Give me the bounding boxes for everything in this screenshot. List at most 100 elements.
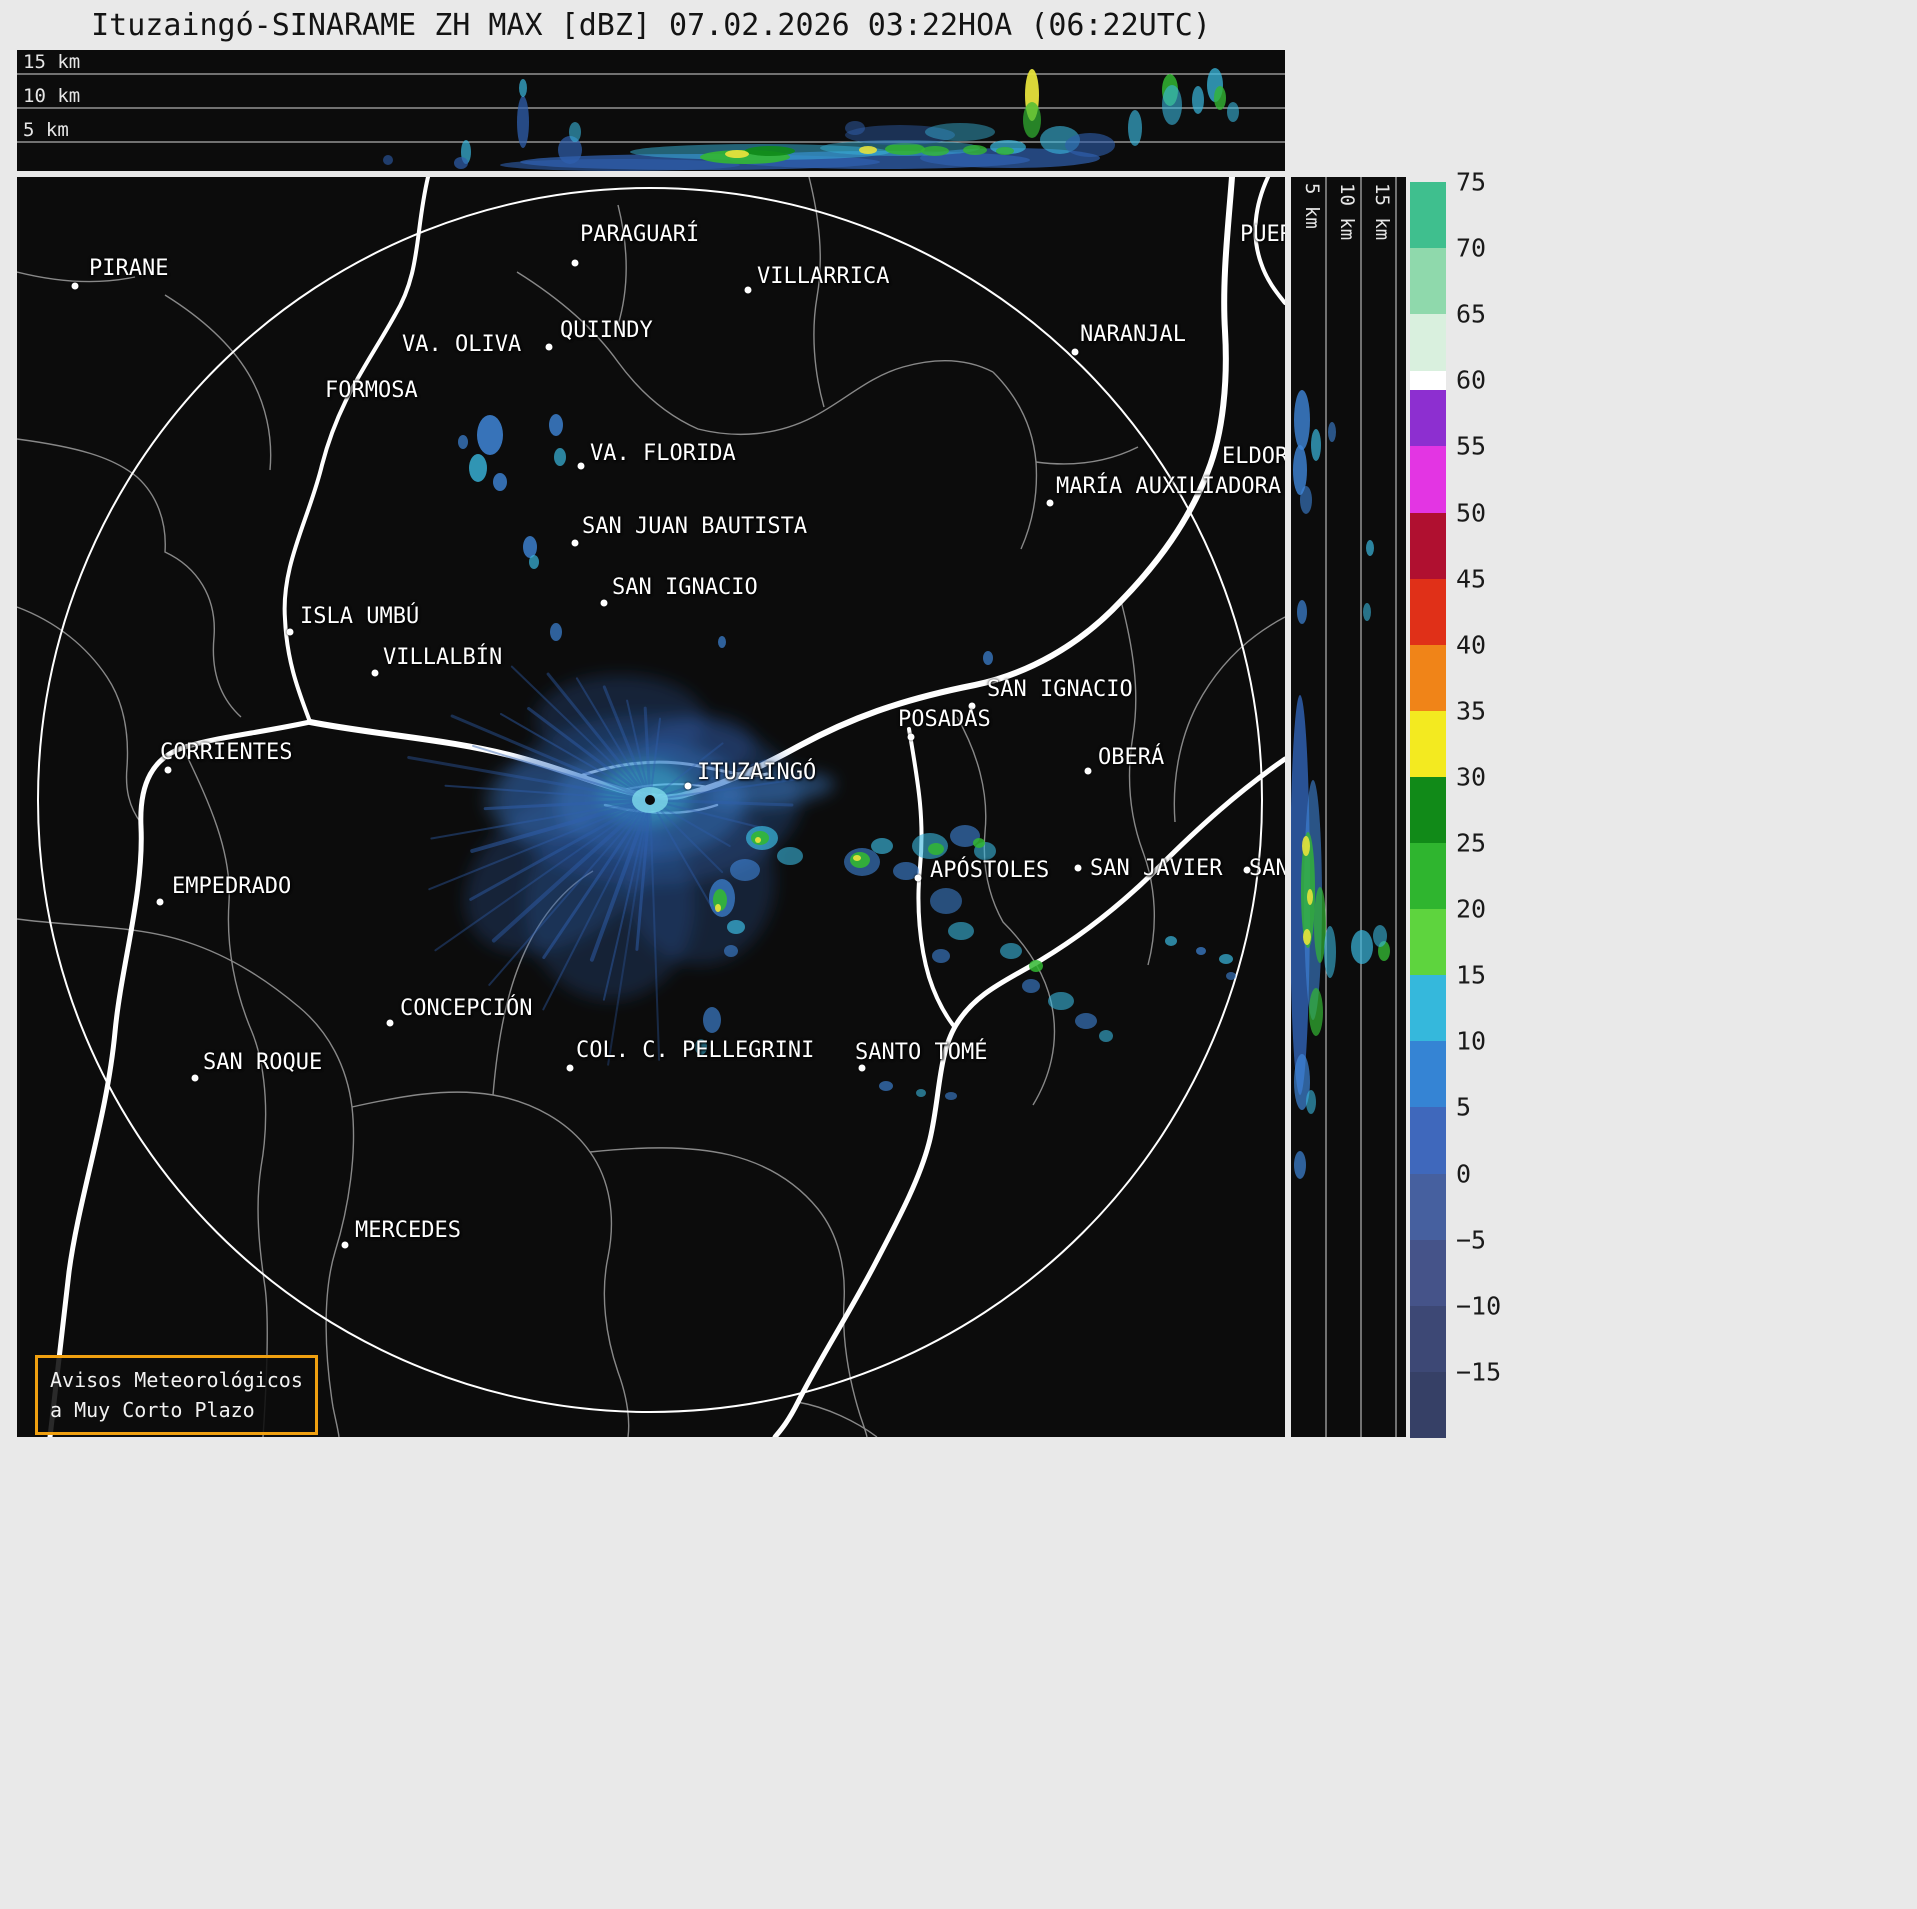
radar-map-panel: PIRANE PARAGUARÍ VILLARRICA QUIINDY VA. OLIV… [17, 177, 1285, 1437]
colorbar-segment [1410, 446, 1446, 513]
radar-echo [1214, 86, 1226, 110]
radar-echo [705, 772, 835, 808]
radar-spoke-group [407, 665, 815, 1066]
city-label: SAN JUAN BAUTISTA [582, 514, 808, 539]
city-marker [191, 1074, 199, 1082]
radar-echo [1293, 445, 1307, 495]
radar-echo [695, 1039, 707, 1055]
city-label: POSADAS [898, 707, 991, 732]
radar-echo [469, 454, 487, 482]
radar-echo [845, 125, 955, 145]
radar-spoke [643, 706, 652, 802]
city-marker [545, 343, 553, 351]
radar-echo [850, 852, 870, 868]
radar-spoke [648, 798, 794, 807]
colorbar-segment [1410, 578, 1446, 646]
radar-echo [519, 79, 527, 97]
colorbar-tick: 5 [1456, 1092, 1472, 1122]
colorbar-segment [1410, 776, 1446, 844]
radar-echo [1351, 930, 1373, 964]
colorbar-tick: 65 [1456, 299, 1487, 329]
city-marker [1084, 767, 1092, 775]
radar-echo [1294, 1054, 1310, 1110]
radar-echo [1162, 85, 1182, 125]
city-marker [858, 1064, 866, 1072]
radar-echo [549, 414, 563, 436]
radar-echo [948, 922, 974, 940]
radar-echo [517, 96, 529, 148]
colorbar-tick: 20 [1456, 894, 1487, 924]
city-label: APÓSTOLES [930, 858, 1050, 883]
radar-echo [725, 150, 749, 158]
city-marker [1074, 864, 1082, 872]
radar-echo [950, 825, 980, 847]
radar-echo [1324, 926, 1336, 978]
radar-spoke [649, 799, 724, 874]
radar-echo [1023, 102, 1041, 138]
radar-echo [645, 795, 655, 805]
radar-spoke [491, 798, 652, 943]
city-marker [371, 669, 379, 677]
radar-echo [703, 1007, 721, 1033]
radar-echo [529, 555, 539, 569]
radar-echo [859, 146, 877, 154]
colorbar-tick: 45 [1456, 564, 1487, 594]
city-marker [968, 702, 976, 710]
radar-spoke [626, 699, 651, 801]
radar-spoke [649, 799, 661, 1061]
footer: Servicio Meteorológico Nacional Argentin… [0, 1438, 1917, 1909]
altitude-label-5km: 5 km [1301, 183, 1323, 229]
radar-echo [1301, 832, 1315, 948]
radar-spoke [450, 714, 652, 802]
city-marker [286, 628, 294, 636]
altitude-label-5km: 5 km [23, 119, 69, 141]
radar-echo [1048, 992, 1074, 1010]
radar-echo [1302, 836, 1310, 856]
altitude-label-15km: 15 km [23, 51, 81, 73]
city-marker [156, 898, 164, 906]
radar-echo [871, 838, 893, 854]
radar-echo [1306, 1090, 1316, 1114]
city-marker [684, 782, 692, 790]
radar-echo [1099, 1030, 1113, 1042]
city-marker [566, 1064, 574, 1072]
colorbar-tick: 40 [1456, 630, 1487, 660]
city-marker [571, 259, 579, 267]
city-marker [914, 874, 922, 882]
colorbar-tick: 25 [1456, 828, 1487, 858]
radar-spoke [469, 798, 652, 901]
city-marker [164, 766, 172, 774]
radar-spoke [607, 799, 651, 1066]
radar-spoke [546, 672, 652, 802]
city-label: MERCEDES [355, 1218, 461, 1243]
city-marker [577, 462, 585, 470]
radar-echo [916, 1089, 926, 1097]
colorbar-segment [1410, 975, 1446, 1042]
city-label: PUERTO [1240, 222, 1285, 247]
city-label: SAN ROQUE [203, 1050, 323, 1075]
radar-spoke [542, 799, 651, 1011]
city-label: NARANJAL [1080, 322, 1186, 347]
colorbar-segment [1410, 182, 1446, 249]
warning-notice-line1: Avisos Meteorológicos [50, 1368, 303, 1392]
radar-echo [1227, 102, 1239, 122]
colorbar-tick: 10 [1456, 1026, 1487, 1056]
radar-echo [1226, 972, 1236, 980]
radar-spoke [649, 799, 760, 829]
radar-spoke [407, 756, 652, 802]
radar-spoke [444, 784, 651, 801]
radar-echo [921, 146, 949, 156]
radar-echo [932, 949, 950, 963]
dbz-colorbar-ticks: 75 70 65 60 55 50 45 40 35 30 25 20 15 10 5 0 −5 −10 −15 [1456, 168, 1546, 1438]
warning-notice-box[interactable]: Avisos Meteorológicos a Muy Corto Plazo [35, 1355, 318, 1435]
radar-echo [730, 859, 760, 881]
colorbar-segment [1410, 314, 1446, 372]
radar-echo [1165, 936, 1177, 946]
radar-echo [1065, 133, 1115, 157]
city-marker [744, 286, 752, 294]
radar-echo [1363, 603, 1371, 621]
city-label: SAN IGNACIO [987, 677, 1133, 702]
top-cross-section-panel: 15 km 10 km 5 km [17, 50, 1285, 171]
radar-echo [853, 855, 861, 861]
